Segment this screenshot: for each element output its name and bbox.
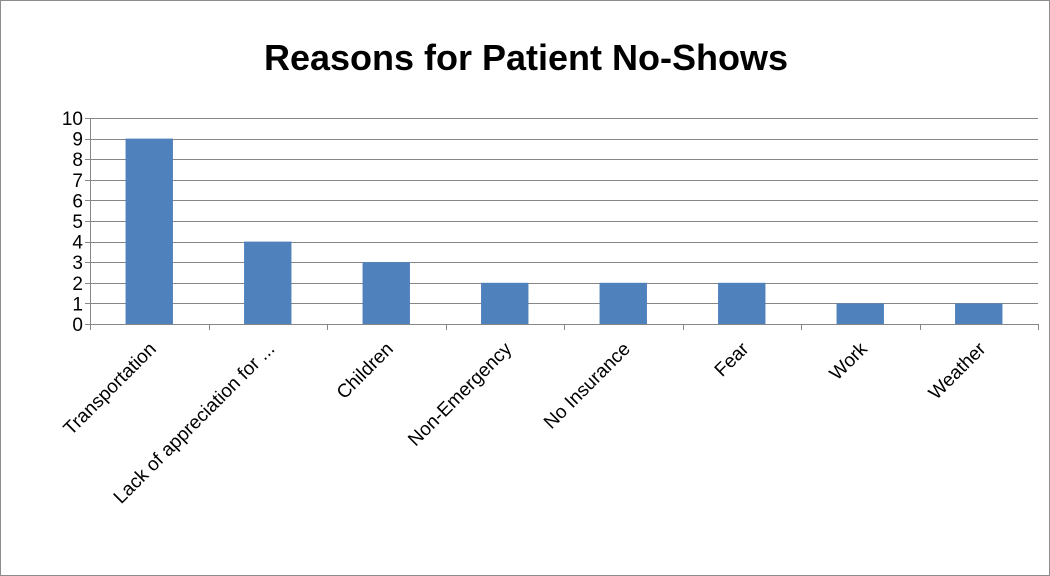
y-tick-label-6: 6 [72, 191, 83, 212]
bar-4 [599, 282, 647, 324]
y-tick-label-0: 0 [72, 315, 83, 336]
y-tick-label-5: 5 [72, 212, 83, 233]
category-label-2: Children [333, 339, 398, 404]
category-label-4: No Insurance [540, 339, 635, 434]
category-label-7: Weather [925, 338, 991, 404]
axes [85, 118, 1039, 330]
category-label-6: Work [826, 338, 872, 384]
bar-5 [718, 282, 766, 324]
y-tick-label-2: 2 [72, 274, 83, 295]
bar-1 [244, 241, 292, 324]
bar-2 [362, 262, 410, 324]
y-tick-label-10: 10 [62, 109, 83, 130]
y-tick-label-9: 9 [72, 130, 83, 151]
y-tick-label-1: 1 [72, 294, 83, 315]
bar-6 [836, 303, 884, 324]
chart-title: Reasons for Patient No-Shows [263, 37, 789, 78]
y-tick-label-7: 7 [72, 171, 83, 192]
y-tick-label-3: 3 [72, 253, 83, 274]
bar-7 [955, 303, 1003, 324]
y-tick-label-4: 4 [72, 233, 83, 254]
category-label-0: Transportation [60, 339, 161, 440]
y-tick-label-8: 8 [72, 150, 83, 171]
bar-3 [481, 282, 529, 324]
category-label-3: Non-Emergency [404, 338, 516, 450]
gridlines [90, 118, 1038, 304]
bars [125, 138, 1003, 324]
bar-0 [125, 138, 173, 324]
category-label-5: Fear [711, 338, 754, 381]
